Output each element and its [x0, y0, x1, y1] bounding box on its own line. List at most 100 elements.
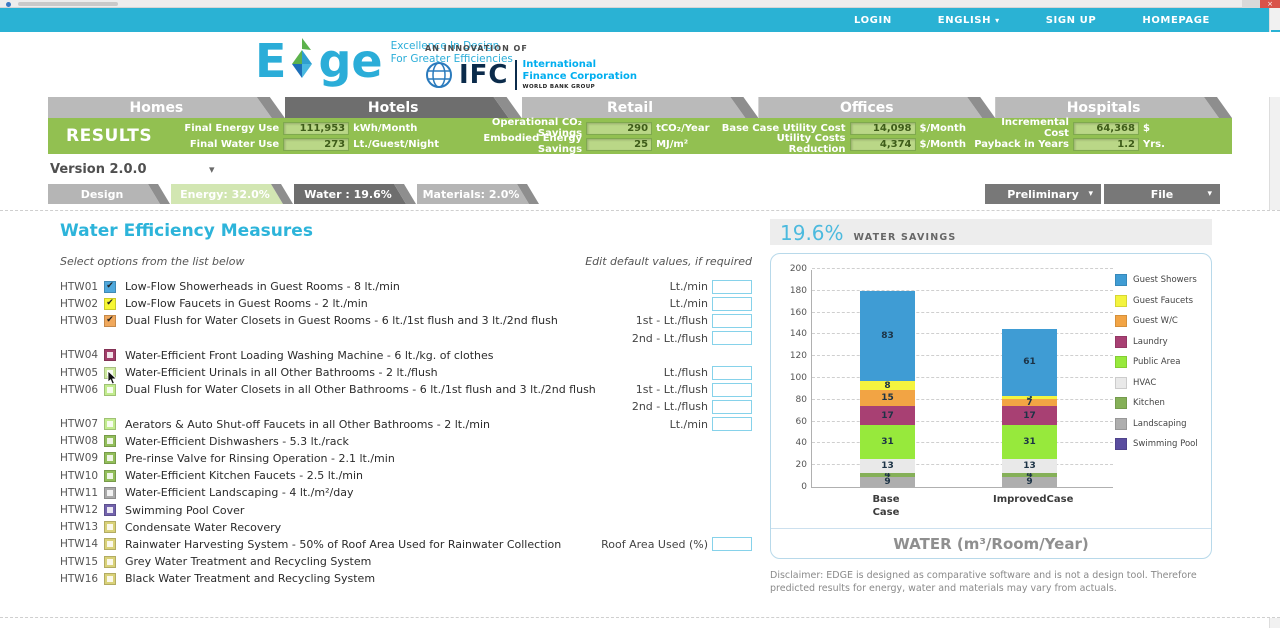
- legend-swatch: [1115, 397, 1127, 410]
- ifc-corp-name: International Finance Corporation WORLD …: [522, 59, 637, 90]
- checkbox-htw16[interactable]: [104, 572, 116, 585]
- checkbox-htw01[interactable]: ✔: [104, 280, 116, 293]
- chart-plot-area: 0 20 40 60 80 100 120 140 160 180 200 9 4 13 31 17 15 8 83…: [790, 264, 1113, 492]
- topbar-link-sign-up[interactable]: SIGN UP: [1045, 14, 1097, 26]
- result-metric: Payback in Years 1.2 Yrs.: [974, 137, 1165, 151]
- main-content: Water Efficiency Measures Select options…: [0, 210, 1280, 618]
- x-label-improvedcase: ImprovedCase: [993, 494, 1074, 505]
- checkbox-htw11[interactable]: [104, 486, 116, 499]
- tab-label: Hospitals: [1066, 99, 1141, 116]
- value-input[interactable]: [712, 417, 752, 432]
- legend-item-landscaping: Landscaping: [1115, 414, 1201, 435]
- metric-value-box: 290: [586, 121, 653, 135]
- checkbox-htw14[interactable]: [104, 538, 116, 551]
- metric-value-box: 4,374: [849, 137, 916, 151]
- input-label: Lt./flush: [663, 366, 708, 380]
- checkbox-htw10[interactable]: [104, 469, 116, 482]
- checkbox-htw15[interactable]: [104, 555, 116, 568]
- value-input[interactable]: [712, 382, 752, 397]
- subtab-energy[interactable]: Energy: 32.0%: [171, 184, 293, 204]
- bar-segment-kitchen: 4: [1002, 471, 1057, 480]
- legend-swatch: [1115, 335, 1127, 348]
- checkbox-htw12[interactable]: [104, 504, 116, 517]
- metric-unit: MJ/m²: [656, 138, 689, 150]
- legend-swatch: [1115, 438, 1127, 451]
- legend-swatch: [1115, 274, 1127, 287]
- topbar-link-homepage[interactable]: HOMEPAGE: [1142, 14, 1210, 26]
- checkbox-htw08[interactable]: [104, 435, 116, 448]
- checkbox-htw13[interactable]: [104, 521, 116, 534]
- tab-homes[interactable]: Homes: [48, 97, 285, 118]
- metric-value-box: 64,368: [1072, 121, 1139, 135]
- tab-label: Homes: [129, 99, 184, 116]
- checkbox-htw03[interactable]: ✔: [104, 314, 116, 327]
- results-group: Incremental Cost 64,368 $ Payback in Years 1…: [974, 117, 1165, 151]
- measure-row: HTW12 Swimming Pool Cover: [60, 501, 752, 518]
- checkbox-htw04[interactable]: [104, 349, 116, 362]
- checkbox-htw02[interactable]: ✔: [104, 297, 116, 310]
- edge-logo: E ge Excellence In Design For Greater Ef…: [255, 38, 513, 84]
- tab-retail[interactable]: Retail: [522, 97, 759, 118]
- metric-value-box: 1.2: [1072, 137, 1139, 151]
- metric-label: Embodied Energy Savings: [483, 133, 583, 155]
- measure-row: 2nd - Lt./flush: [60, 330, 752, 347]
- measure-label: Dual Flush for Water Closets in Guest Ro…: [125, 314, 558, 328]
- value-input[interactable]: [712, 296, 752, 311]
- y-axis-tick-label: 20: [795, 460, 807, 471]
- bar-segment-guest-faucets: 3: [1002, 393, 1057, 402]
- disclaimer-text: Disclaimer: EDGE is designed as comparat…: [770, 570, 1197, 595]
- measure-row: HTW13 Condensate Water Recovery: [60, 519, 752, 536]
- subtab-design[interactable]: Design: [48, 184, 170, 204]
- maximize-button[interactable]: [1242, 0, 1260, 8]
- measure-code: HTW01: [60, 280, 99, 293]
- ifc-logo-block: AN INNOVATION OF IFC International Finan…: [425, 44, 637, 90]
- measure-code: HTW11: [60, 486, 99, 499]
- value-input[interactable]: [712, 331, 752, 346]
- checkbox-htw06[interactable]: [104, 383, 116, 396]
- bar-segment-public-area: 31: [860, 424, 915, 459]
- close-button[interactable]: ×: [1260, 0, 1280, 8]
- preliminary-button[interactable]: Preliminary ▾: [985, 184, 1101, 204]
- measure-code: HTW14: [60, 538, 99, 551]
- tab-hospitals[interactable]: Hospitals: [995, 97, 1232, 118]
- checkbox-htw09[interactable]: [104, 452, 116, 465]
- value-input[interactable]: [712, 279, 752, 294]
- measure-row: HTW09 Pre-rinse Valve for Rinsing Operati…: [60, 450, 752, 467]
- topbar-link-login[interactable]: LOGIN: [853, 14, 892, 26]
- topbar-link-english[interactable]: ENGLISH ▾: [937, 14, 1000, 26]
- tab-hotels[interactable]: Hotels: [285, 97, 522, 118]
- check-icon: ✔: [106, 281, 114, 292]
- legend-label: Guest Faucets: [1133, 295, 1194, 306]
- subtab-water[interactable]: Water : 19.6%: [294, 184, 416, 204]
- file-button[interactable]: File ▾: [1104, 184, 1220, 204]
- checkbox-htw05[interactable]: [104, 366, 118, 385]
- value-input[interactable]: [712, 313, 752, 328]
- subtab-materials[interactable]: Materials: 2.0%: [417, 184, 539, 204]
- tab-offices[interactable]: Offices: [758, 97, 995, 118]
- legend-item-guest-showers: Guest Showers: [1115, 270, 1201, 291]
- edge-diamond-icon: [292, 38, 313, 78]
- top-nav-bar: LOGIN ENGLISH ▾ SIGN UP HOMEPAGE: [0, 8, 1280, 32]
- measure-label: Grey Water Treatment and Recycling Syste…: [125, 555, 372, 569]
- savings-caption: WATER SAVINGS: [853, 232, 957, 243]
- y-axis-tick-label: 80: [795, 394, 807, 405]
- chevron-down-icon: ▾: [995, 15, 1000, 25]
- version-select[interactable]: Version 2.0.0 ▾: [50, 162, 215, 177]
- legend-item-guest-w-c: Guest W/C: [1115, 311, 1201, 332]
- bar-segment-guest-faucets: 8: [860, 381, 915, 390]
- url-bar[interactable]: [18, 2, 118, 6]
- bar-segment-hvac: 13: [860, 458, 915, 473]
- y-axis-tick-label: 40: [795, 438, 807, 449]
- value-input[interactable]: [712, 537, 752, 552]
- input-label: 2nd - Lt./flush: [631, 400, 708, 414]
- logo-row: E ge Excellence In Design For Greater Ef…: [0, 32, 1280, 97]
- measure-code: HTW15: [60, 555, 99, 568]
- value-input[interactable]: [712, 365, 752, 380]
- value-input[interactable]: [712, 399, 752, 414]
- input-label: 2nd - Lt./flush: [631, 331, 708, 345]
- savings-panel: 19.6% WATER SAVINGS 0 20 40 60 80 100 120 140 16…: [770, 219, 1212, 596]
- checkbox-htw07[interactable]: [104, 418, 116, 431]
- ifc-divider: [514, 59, 517, 90]
- metric-unit: $/Month: [919, 122, 966, 134]
- chart-title: WATER (m³/Room/Year): [771, 528, 1211, 558]
